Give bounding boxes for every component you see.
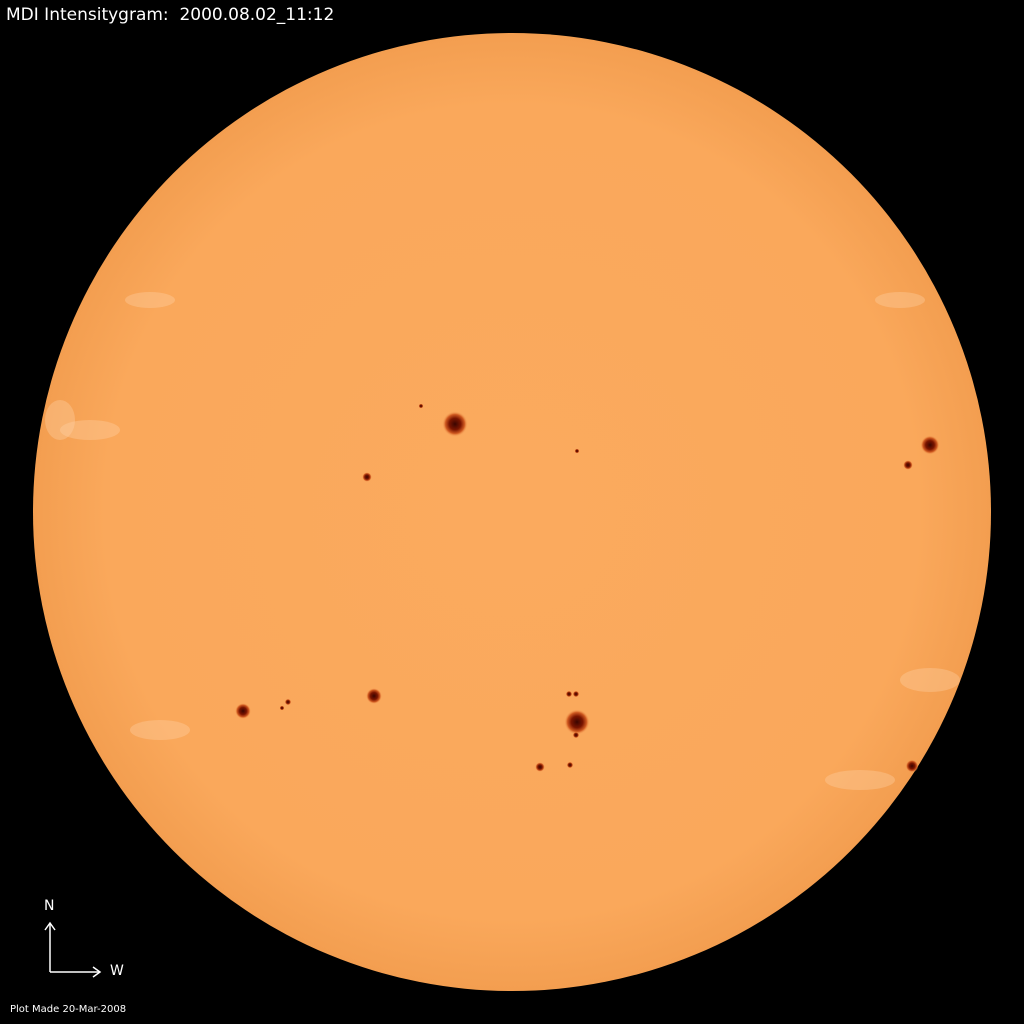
sunspot bbox=[418, 403, 424, 409]
sunspot bbox=[572, 731, 580, 739]
facula-region bbox=[45, 400, 75, 440]
sunspot bbox=[566, 761, 574, 769]
facula-region bbox=[125, 292, 175, 308]
sunspot bbox=[279, 705, 285, 711]
sunspot bbox=[535, 762, 545, 772]
sunspot bbox=[442, 411, 468, 437]
sunspot bbox=[565, 690, 573, 698]
compass-arrows bbox=[44, 921, 102, 978]
sunspot bbox=[905, 759, 919, 773]
sunspot bbox=[564, 709, 590, 735]
sunspot bbox=[284, 698, 292, 706]
facula-region bbox=[130, 720, 190, 740]
sunspot bbox=[574, 448, 580, 454]
facula-region bbox=[875, 292, 925, 308]
sunspot bbox=[366, 688, 382, 704]
facula-region bbox=[900, 668, 960, 692]
facula-region bbox=[825, 770, 895, 790]
west-label: W bbox=[110, 963, 124, 979]
north-label: N bbox=[44, 898, 55, 914]
sunspot bbox=[362, 472, 372, 482]
sunspot bbox=[903, 460, 913, 470]
sun-disk bbox=[33, 33, 991, 991]
image-title: MDI Intensitygram: 2000.08.02_11:12 bbox=[6, 5, 335, 25]
sunspot bbox=[920, 435, 940, 455]
plot-made-footer: Plot Made 20-Mar-2008 bbox=[10, 1004, 127, 1015]
sunspot bbox=[572, 690, 580, 698]
facula-region bbox=[60, 420, 120, 440]
sunspot bbox=[235, 703, 251, 719]
